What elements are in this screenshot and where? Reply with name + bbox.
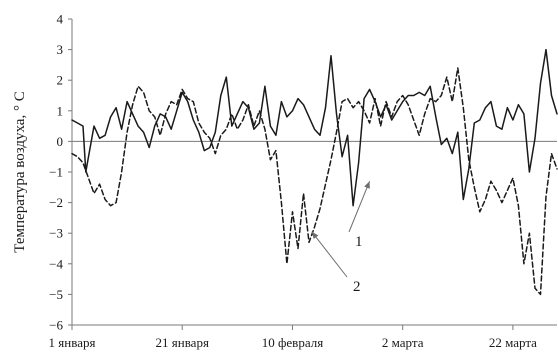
y-tick-label: −6 — [49, 318, 63, 333]
y-tick-label: −1 — [49, 165, 63, 180]
x-tick-label: 10 февраля — [262, 335, 323, 350]
y-tick-label: 1 — [57, 103, 64, 118]
annotation-arrowhead-2 — [311, 231, 319, 239]
annotation-leader-2 — [311, 231, 348, 278]
y-tick-label: −3 — [49, 226, 63, 241]
y-tick-label: −2 — [49, 195, 63, 210]
annotation-leader-1 — [348, 180, 371, 233]
y-tick-label: 4 — [57, 12, 64, 27]
x-tick-label: 2 марта — [382, 335, 424, 350]
y-tick-label: 3 — [57, 42, 64, 57]
y-tick-label: 0 — [57, 134, 64, 149]
x-tick-label: 21 января — [156, 335, 209, 350]
annotation-label-1: 1 — [355, 234, 363, 250]
series-line-1 — [71, 48, 558, 207]
y-tick-label: 2 — [57, 73, 64, 88]
series-line-2 — [71, 67, 558, 296]
x-tick-label: 1 января — [49, 335, 96, 350]
y-tick-label: −4 — [49, 256, 63, 271]
y-axis-title: Температура воздуха, ° С — [12, 91, 28, 252]
x-tick-label: 22 марта — [489, 335, 537, 350]
annotation-arrowhead-1 — [364, 181, 370, 189]
y-tick-label: −5 — [49, 287, 63, 302]
annotation-label-2: 2 — [353, 279, 361, 295]
